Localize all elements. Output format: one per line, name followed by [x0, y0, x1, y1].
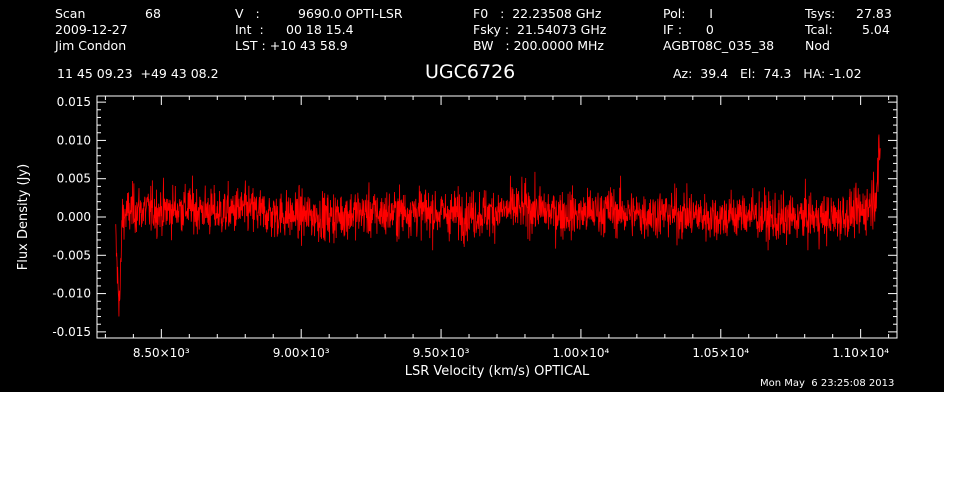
- y-tick-label: 0.000: [57, 210, 91, 224]
- spectrum-trace: [115, 134, 881, 317]
- source-coords: 11 45 09.23 +49 43 08.2: [57, 66, 219, 81]
- x-tick-label: 1.05×10⁴: [692, 346, 749, 360]
- y-tick-label: 0.005: [57, 172, 91, 186]
- plot-datestamp: Mon May 6 23:25:08 2013: [760, 378, 895, 389]
- az-el-ha: Az: 39.4 El: 74.3 HA: -1.02: [673, 66, 862, 81]
- x-tick-label: 8.50×10³: [133, 346, 190, 360]
- source-name: UGC6726: [425, 61, 516, 83]
- scan-number: 68: [145, 6, 161, 21]
- tsys-value: 27.83: [856, 6, 892, 21]
- y-axis-label: Flux Density (Jy): [16, 164, 31, 270]
- if-label: IF : 0: [663, 22, 714, 37]
- fsky-label: Fsky : 21.54073 GHz: [473, 22, 607, 37]
- proc-label: Nod: [805, 38, 830, 53]
- y-tick-label: -0.010: [52, 287, 91, 301]
- f0-label: F0 : 22.23508 GHz: [473, 6, 602, 21]
- lst-label: LST : +10 43 58.9: [235, 38, 348, 53]
- bw-label: BW : 200.0000 MHz: [473, 38, 604, 53]
- tcal-label: Tcal:: [805, 22, 833, 37]
- x-tick-label: 1.10×10⁴: [832, 346, 889, 360]
- scan-label: Scan: [55, 6, 86, 21]
- y-tick-label: 0.010: [57, 133, 91, 147]
- obs-date: 2009-12-27: [55, 22, 128, 37]
- y-tick-label: 0.015: [57, 95, 91, 109]
- tcal-value: 5.04: [862, 22, 890, 37]
- y-tick-label: -0.005: [52, 248, 91, 262]
- velocity-label: V :: [235, 6, 260, 21]
- x-tick-label: 9.00×10³: [273, 346, 330, 360]
- x-axis-label: LSR Velocity (km/s) OPTICAL: [405, 364, 590, 379]
- int-label: Int :: [235, 22, 264, 37]
- int-value: 00 18 15.4: [286, 22, 354, 37]
- velocity-value: 9690.0 OPTI-LSR: [298, 6, 403, 21]
- observer-name: Jim Condon: [55, 38, 127, 53]
- x-tick-label: 9.50×10³: [413, 346, 470, 360]
- tsys-label: Tsys:: [805, 6, 836, 21]
- pol-label: Pol: I: [663, 6, 713, 21]
- spectrum-plot: 8.50×10³ 9.00×10³ 9.50×10³ 1.00×10⁴ 1.05×10⁴…: [16, 95, 898, 379]
- project-id: AGBT08C_035_38: [663, 38, 775, 53]
- x-tick-label: 1.00×10⁴: [552, 346, 609, 360]
- y-tick-label: -0.015: [52, 325, 91, 339]
